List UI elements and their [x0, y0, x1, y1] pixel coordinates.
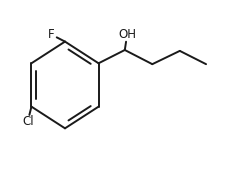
- Text: OH: OH: [118, 28, 136, 41]
- Text: F: F: [48, 28, 54, 41]
- Text: Cl: Cl: [22, 115, 34, 128]
